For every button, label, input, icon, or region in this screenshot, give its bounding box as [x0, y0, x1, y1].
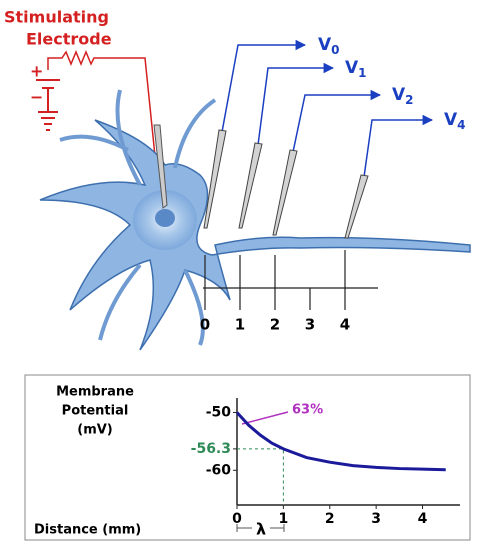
nucleus [155, 209, 175, 227]
battery [36, 79, 60, 131]
stim-wire [47, 50, 161, 206]
guide-line [237, 448, 284, 505]
y-tick-label: -56.3 [191, 441, 231, 457]
ruler-label: 4 [340, 316, 350, 334]
ruler-label: 3 [305, 316, 315, 334]
recording-pipettes [203, 129, 369, 239]
recording-wires [221, 39, 434, 178]
curve [235, 411, 446, 472]
y-tick-label: -60 [206, 462, 232, 478]
lambda-label: λ [256, 520, 266, 539]
battery-plus: + [30, 62, 43, 81]
ruler-label: 0 [200, 316, 210, 334]
x-tick-label: 3 [371, 511, 381, 527]
y-label: (mV) [77, 423, 113, 438]
lambda-bracket [236, 524, 285, 532]
ruler-label: 1 [235, 316, 245, 334]
x-label: Distance (mm) [34, 523, 141, 538]
electrode-label: Stimulating [4, 8, 109, 27]
ruler-label: 2 [270, 316, 280, 334]
neuron [39, 119, 471, 351]
x-tick-label: 2 [325, 511, 335, 527]
y-tick-label: -50 [206, 404, 232, 420]
chart-frame [24, 374, 471, 541]
dendrites [59, 89, 217, 346]
annotation-line [241, 411, 289, 425]
annotation: 63% [292, 403, 323, 418]
battery-minus: − [30, 88, 43, 107]
recording-label: V2 [392, 85, 414, 107]
y-label: Membrane [56, 385, 134, 400]
electrode-label: Electrode [26, 30, 112, 49]
recording-label: V4 [444, 110, 466, 132]
stim-pipette [153, 124, 168, 209]
x-tick-label: 0 [232, 511, 242, 527]
x-tick-label: 1 [279, 511, 289, 527]
recording-label: V0 [318, 35, 340, 57]
x-tick-label: 4 [418, 511, 428, 527]
y-label: Potential [62, 404, 129, 419]
recording-label: V1 [345, 58, 367, 80]
ruler [203, 250, 378, 310]
